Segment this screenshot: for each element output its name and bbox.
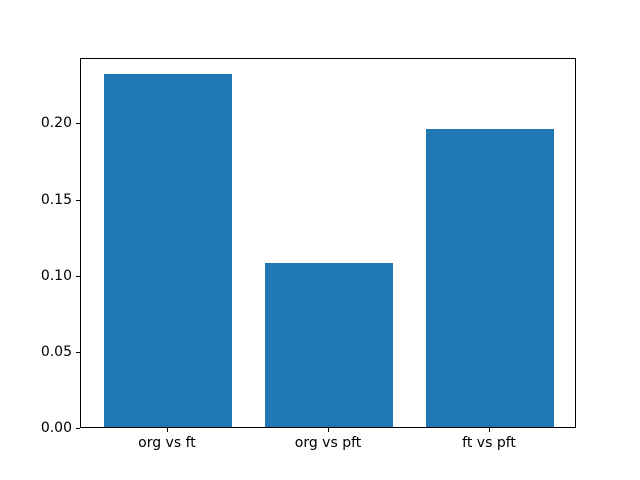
x-tick-label: org vs ft bbox=[138, 435, 196, 451]
bar-ft-vs-pft bbox=[425, 128, 555, 427]
plot-area bbox=[80, 58, 576, 428]
bar-org-vs-pft bbox=[264, 262, 394, 427]
y-tick-label: 0.10 bbox=[40, 267, 72, 284]
y-tick-label: 0.20 bbox=[40, 115, 72, 132]
x-tick-label: ft vs pft bbox=[462, 435, 516, 451]
x-tick-mark bbox=[328, 428, 329, 432]
x-tick-mark bbox=[166, 428, 168, 432]
y-tick-mark bbox=[76, 123, 80, 125]
y-tick-label: 0.15 bbox=[40, 191, 72, 208]
y-tick-mark bbox=[76, 199, 80, 201]
x-tick-mark bbox=[489, 428, 491, 432]
x-tick-label: org vs pft bbox=[294, 435, 362, 451]
bar-org-vs-ft bbox=[103, 73, 233, 427]
y-tick-label: 0.05 bbox=[40, 343, 72, 360]
y-tick-label: 0.00 bbox=[40, 420, 72, 436]
y-tick-mark bbox=[76, 275, 80, 277]
y-tick-mark bbox=[76, 428, 80, 429]
y-tick-mark bbox=[76, 351, 80, 353]
